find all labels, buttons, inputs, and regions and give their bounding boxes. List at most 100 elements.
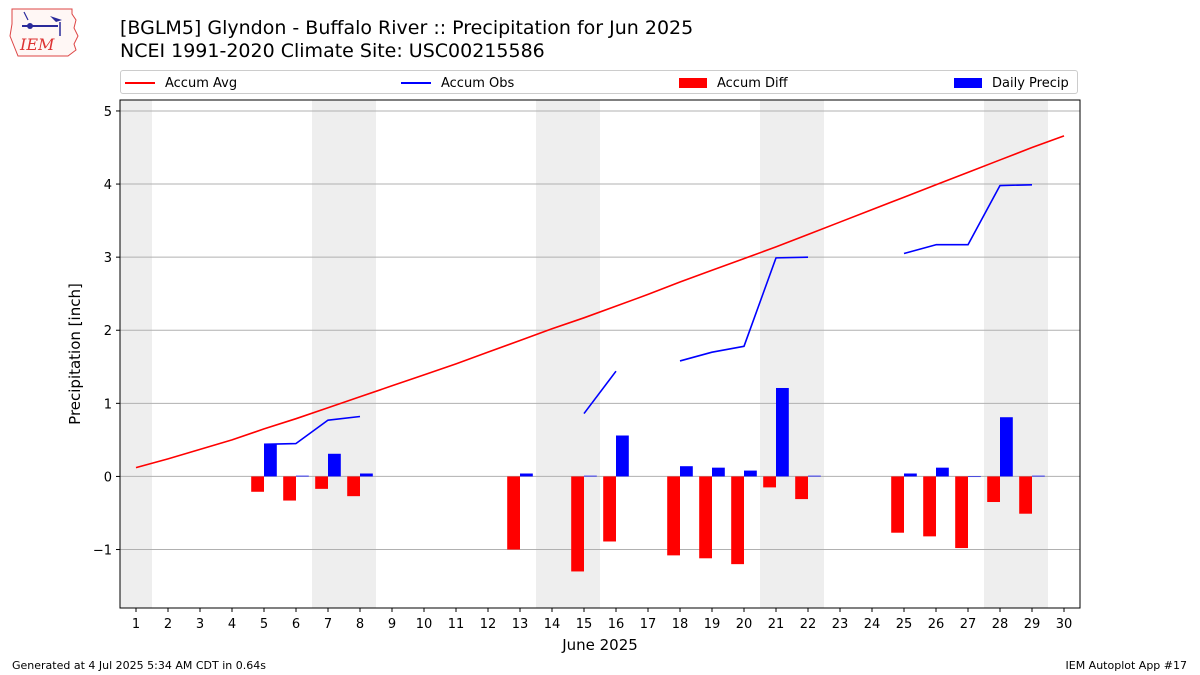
x-tick-label: 26 <box>928 617 945 632</box>
daily-precip-bar <box>904 473 917 477</box>
x-tick-label: 24 <box>864 617 881 632</box>
legend-item-accum-avg: Accum Avg <box>125 74 237 92</box>
weekend-band <box>312 100 376 608</box>
daily-precip-bar <box>776 387 789 477</box>
x-tick-label: 29 <box>1024 617 1041 632</box>
y-tick-label: −1 <box>93 544 112 559</box>
x-tick-label: 9 <box>388 617 396 632</box>
accum-obs-line <box>583 370 617 415</box>
accum-diff-bar <box>699 476 712 559</box>
y-axis: −1 0 1 2 3 4 5 <box>93 105 120 559</box>
x-tick-label: 27 <box>960 617 977 632</box>
x-tick-label: 14 <box>544 617 561 632</box>
accum-obs-line <box>263 415 361 446</box>
x-tick-label: 30 <box>1056 617 1073 632</box>
y-tick-label: 5 <box>104 105 112 120</box>
accum-obs-line <box>903 183 1033 255</box>
accum-diff-bar <box>1019 476 1032 514</box>
bars <box>251 387 1045 572</box>
legend-label: Accum Avg <box>165 75 238 91</box>
weekend-band <box>984 100 1048 608</box>
accum-diff-bar <box>571 476 584 572</box>
x-tick-label: 10 <box>416 617 433 632</box>
x-tick-label: 4 <box>228 617 236 632</box>
daily-precip-bar <box>584 475 597 477</box>
accum-diff-bar <box>955 476 968 549</box>
x-tick-label: 21 <box>768 617 785 632</box>
x-tick-label: 2 <box>164 617 172 632</box>
x-tick-label: 11 <box>448 617 465 632</box>
x-axis: 1 2 3 4 5 6 7 8 9 10 11 12 13 14 15 16 17 18 19 20 21 22 23 24 2… <box>132 608 1072 632</box>
accum-diff-bar <box>795 476 808 500</box>
x-tick-label: 1 <box>132 617 140 632</box>
chart-title: [BGLM5] Glyndon - Buffalo River :: Preci… <box>120 17 694 39</box>
daily-precip-bar <box>680 466 693 477</box>
x-tick-label: 15 <box>576 617 593 632</box>
legend-swatch-accum-diff <box>679 78 707 88</box>
x-tick-label: 25 <box>896 617 913 632</box>
accum-diff-bar <box>603 476 616 542</box>
accum-diff-bar <box>251 476 264 492</box>
svg-text:IEM: IEM <box>19 35 55 54</box>
x-tick-label: 16 <box>608 617 625 632</box>
daily-precip-bar <box>520 473 533 477</box>
accum-diff-bar <box>731 476 744 565</box>
accum-diff-bar <box>347 476 360 497</box>
footer-generated: Generated at 4 Jul 2025 5:34 AM CDT in 0… <box>12 659 266 672</box>
x-tick-label: 13 <box>512 617 529 632</box>
accum-diff-bar <box>315 476 328 489</box>
accum-diff-bar <box>987 476 1000 503</box>
daily-precip-bar <box>808 475 821 477</box>
x-tick-label: 12 <box>480 617 497 632</box>
legend-item-accum-obs: Accum Obs <box>401 74 514 92</box>
x-tick-label: 19 <box>704 617 721 632</box>
daily-precip-bar <box>264 444 277 477</box>
legend-swatch-accum-avg <box>125 82 155 84</box>
grid-lines <box>120 110 1080 551</box>
daily-precip-bar <box>1032 475 1045 477</box>
daily-precip-bar <box>744 470 757 477</box>
legend-item-daily-precip: Daily Precip <box>954 74 1069 92</box>
footer-app: IEM Autoplot App #17 <box>1065 659 1188 672</box>
x-tick-label: 5 <box>260 617 268 632</box>
daily-precip-bar <box>968 476 981 478</box>
weekend-band <box>760 100 824 608</box>
lines <box>135 135 1065 469</box>
x-tick-label: 3 <box>196 617 204 632</box>
x-tick-label: 7 <box>324 617 332 632</box>
accum-diff-bar <box>283 476 296 501</box>
x-tick-label: 28 <box>992 617 1009 632</box>
daily-precip-bar <box>616 435 629 477</box>
y-tick-label: 0 <box>104 470 112 485</box>
accum-diff-bar <box>891 476 904 533</box>
legend: Accum Avg Accum Obs Accum Diff Daily Pre… <box>120 70 1078 94</box>
y-tick-label: 1 <box>104 397 112 412</box>
y-axis-label: Precipitation [inch] <box>66 283 84 425</box>
chart-subtitle: NCEI 1991-2020 Climate Site: USC00215586 <box>120 40 545 62</box>
accum-diff-bar <box>667 476 680 556</box>
x-tick-label: 6 <box>292 617 300 632</box>
weekend-band <box>536 100 600 608</box>
x-tick-label: 17 <box>640 617 657 632</box>
legend-item-accum-diff: Accum Diff <box>679 74 788 92</box>
y-tick-label: 2 <box>104 324 112 339</box>
weekend-band <box>120 100 152 608</box>
x-tick-label: 23 <box>832 617 849 632</box>
daily-precip-bar <box>936 467 949 477</box>
x-tick-label: 22 <box>800 617 817 632</box>
legend-swatch-daily-precip <box>954 78 982 88</box>
daily-precip-bar <box>712 467 725 477</box>
accum-obs-line <box>679 256 809 362</box>
daily-precip-bar <box>296 475 309 477</box>
accum-diff-bar <box>923 476 936 537</box>
legend-label: Accum Diff <box>717 75 788 91</box>
legend-label: Accum Obs <box>441 75 515 91</box>
weekend-shading <box>120 100 1048 608</box>
legend-swatch-accum-obs <box>401 82 431 84</box>
x-tick-label: 18 <box>672 617 689 632</box>
legend-label: Daily Precip <box>992 75 1069 91</box>
accum-diff-bar <box>763 476 776 488</box>
iem-logo: IEM <box>9 8 79 57</box>
daily-precip-bar <box>328 453 341 477</box>
